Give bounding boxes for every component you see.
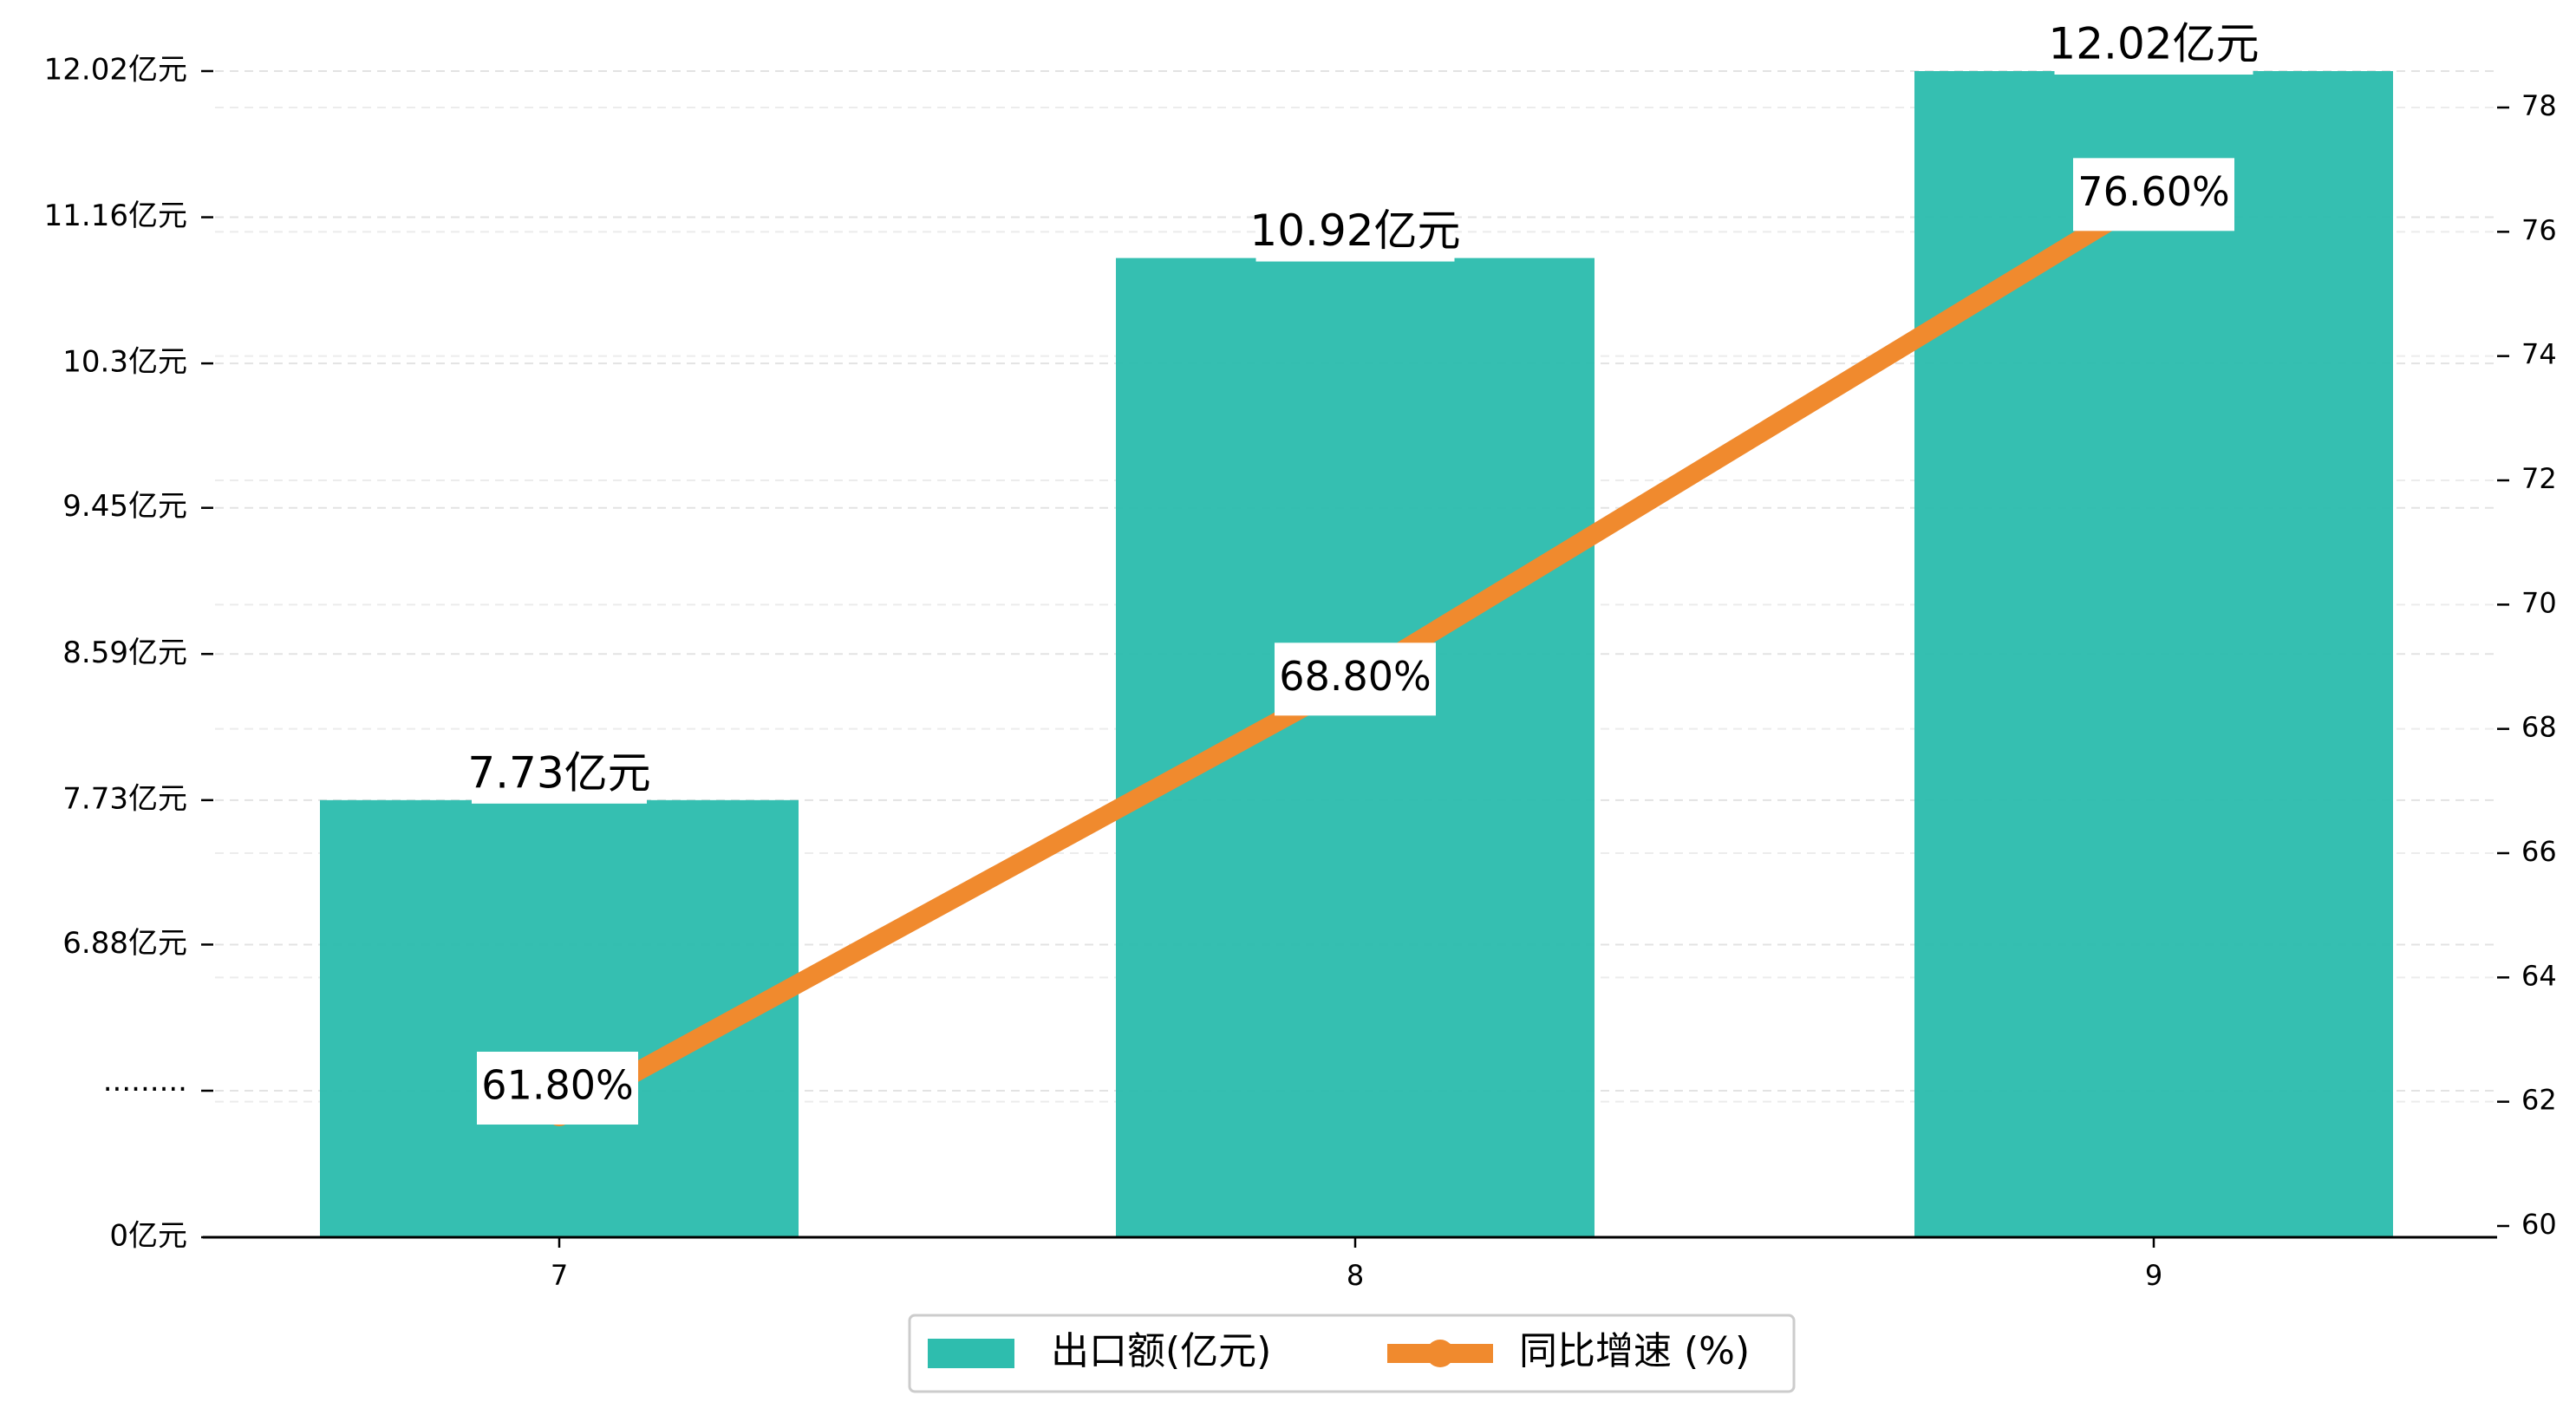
left-tick-label: 11.16亿元: [44, 199, 187, 233]
bar: [1116, 258, 1595, 1238]
right-tick-label: 76: [2521, 213, 2557, 246]
right-tick-label: 64: [2521, 959, 2557, 992]
legend-swatch-bar: [928, 1339, 1014, 1368]
right-tick-label: 74: [2521, 338, 2557, 371]
right-tick-label: 70: [2521, 586, 2557, 619]
legend-label-bar: 出口额(亿元): [1051, 1329, 1271, 1373]
right-tick-label: 62: [2521, 1084, 2557, 1117]
x-tick-label: 8: [1347, 1259, 1364, 1292]
growth-value-label: 68.80%: [1279, 653, 1431, 700]
bar-value-label: 12.02亿元: [2048, 19, 2259, 69]
legend-box: [908, 1314, 1796, 1393]
legend: 出口额(亿元) 同比增速 (%): [908, 1314, 1796, 1393]
bar: [1914, 71, 2393, 1237]
right-tick-label: 60: [2521, 1208, 2557, 1241]
growth-value-label-bg: [1275, 642, 1436, 716]
right-tick-label: 66: [2521, 835, 2557, 868]
growth-value-label-bg: [477, 1052, 638, 1125]
bar-value-label-bg: [1255, 202, 1455, 262]
left-tick-label: 7.73亿元: [62, 781, 187, 816]
left-tick-label: 6.88亿元: [62, 926, 187, 961]
growth-value-label: 61.80%: [481, 1062, 633, 1109]
bar-value-label-bg: [2054, 16, 2253, 75]
growth-value-label-bg: [2073, 158, 2234, 231]
axes: 0亿元 ········· 6.88亿元 7.73亿元 8.59亿元 9.45亿元 10.3…: [44, 53, 2557, 1293]
right-tick-label: 72: [2521, 462, 2557, 495]
left-tick-label: 9.45亿元: [62, 489, 187, 524]
legend-swatch-marker: [1426, 1340, 1454, 1367]
left-tick-label: ·········: [103, 1073, 187, 1107]
x-tick-label: 7: [551, 1259, 568, 1292]
legend-label-line: 同比增速 (%): [1519, 1329, 1750, 1373]
growth-value-label: 76.60%: [2077, 168, 2229, 215]
bar-value-label: 10.92亿元: [1249, 205, 1460, 256]
bar-value-label-bg: [472, 744, 647, 804]
bar-value-label: 7.73亿元: [467, 747, 650, 798]
data-labels: 7.73亿元 10.92亿元 12.02亿元 61.80% 68.80% 76.60%: [467, 16, 2260, 1125]
left-tick-label: 8.59亿元: [62, 636, 187, 670]
right-tick-label: 68: [2521, 711, 2557, 744]
left-tick-label: 0亿元: [109, 1219, 187, 1254]
right-tick-label: 78: [2521, 89, 2557, 122]
x-tick-label: 9: [2145, 1259, 2162, 1292]
left-tick-label: 12.02亿元: [44, 53, 187, 88]
left-tick-label: 10.3亿元: [62, 345, 187, 380]
